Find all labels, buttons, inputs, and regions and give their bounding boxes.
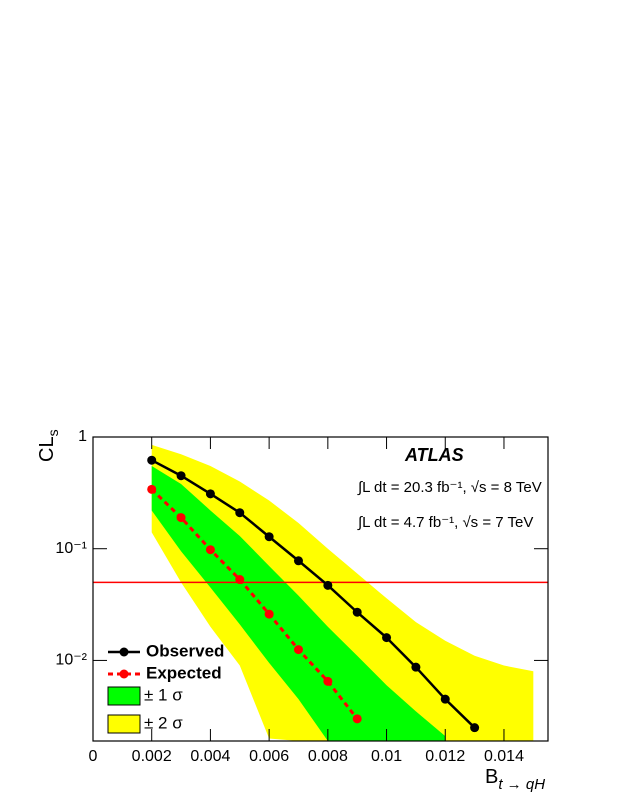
series-line [150,488,359,720]
x-label-main: B [485,766,498,788]
atlas-label: ATLAS [404,445,464,465]
y-label-main: CL [36,436,58,462]
x-label-sub: t → qH [498,776,545,793]
legend-label: ± 1 σ [144,685,183,704]
point [293,556,303,566]
point [264,609,274,619]
point [235,575,245,585]
point [440,694,450,704]
lumi-label: ∫L dt = 20.3 fb⁻¹, √s = 8 TeV [357,479,542,496]
legend-swatch [107,686,141,706]
legend-label: Expected [146,663,222,682]
x-tick-label: 0.01 [371,748,402,765]
legend-label: Observed [146,641,224,660]
point [205,489,215,499]
x-tick-label: 0 [89,748,98,765]
point [176,513,186,523]
y-label-sub: s [45,429,61,436]
point [176,471,186,481]
point [147,455,157,465]
point [470,723,480,733]
x-tick-label: 0.008 [308,748,348,765]
x-tick-label: 0.006 [249,748,289,765]
legend-marker [119,647,129,657]
plot-area [93,444,548,741]
y-tick-label: 1 [78,428,87,445]
x-tick-label: 0.004 [190,748,230,765]
point [264,532,274,542]
point [352,607,362,617]
point [147,484,157,494]
frame [92,436,549,742]
y-tick-label: 10⁻² [55,652,87,669]
legend-swatch [107,714,141,734]
x-tick-label: 0.012 [425,748,465,765]
point [352,714,362,724]
lumi-label: ∫L dt = 4.7 fb⁻¹, √s = 7 TeV [357,514,533,531]
legend-marker [119,669,129,679]
x-axis-label: Bt → qH [485,766,545,793]
band [151,466,446,741]
point [382,633,392,643]
point [205,545,215,555]
series-line [151,459,476,729]
legend-label: ± 2 σ [144,713,183,732]
point [323,580,333,590]
point [235,508,245,518]
y-tick-label: 10⁻¹ [55,540,87,557]
x-tick-label: 0.014 [484,748,524,765]
y-axis-label: CLs [36,429,60,462]
point [293,645,303,655]
point [411,662,421,672]
point [323,676,333,686]
x-tick-label: 0.002 [132,748,172,765]
